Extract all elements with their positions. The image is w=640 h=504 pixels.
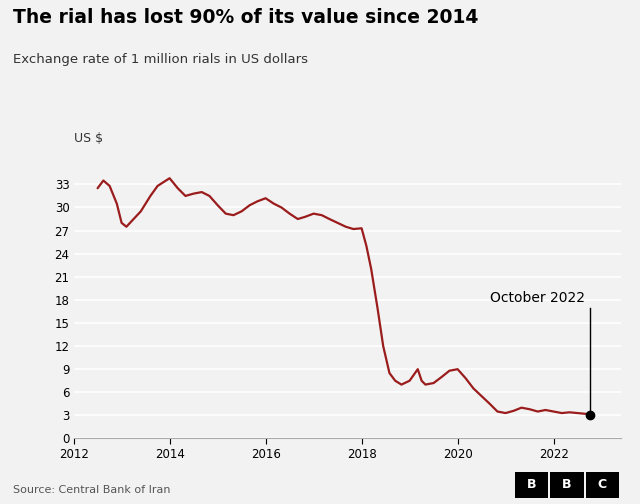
Text: B: B: [563, 478, 572, 491]
Text: US $: US $: [74, 132, 103, 145]
Text: Exchange rate of 1 million rials in US dollars: Exchange rate of 1 million rials in US d…: [13, 53, 308, 66]
Text: October 2022: October 2022: [490, 291, 585, 305]
Text: C: C: [598, 478, 607, 491]
Text: The rial has lost 90% of its value since 2014: The rial has lost 90% of its value since…: [13, 8, 478, 27]
Text: B: B: [527, 478, 536, 491]
Text: Source: Central Bank of Iran: Source: Central Bank of Iran: [13, 485, 170, 495]
